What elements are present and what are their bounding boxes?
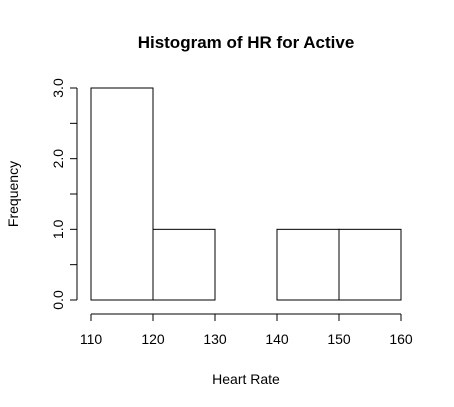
x-tick-label: 120 (141, 331, 165, 347)
y-tick-label: 1.0 (50, 219, 66, 239)
x-axis: 110 120 130 140 150 160 (80, 314, 413, 347)
x-tick-label: 110 (80, 331, 103, 347)
y-axis-label: Frequency (5, 161, 21, 227)
x-tick-label: 140 (265, 331, 289, 347)
bars-group (91, 88, 401, 300)
chart-title: Histogram of HR for Active (138, 33, 355, 52)
x-tick-label: 150 (327, 331, 351, 347)
y-tick-label: 2.0 (50, 149, 66, 169)
histogram-bar-0 (91, 88, 153, 300)
y-tick-label: 0.0 (50, 290, 66, 310)
x-tick-label: 130 (203, 331, 227, 347)
y-tick-label: 3.0 (50, 78, 66, 98)
histogram-bar-1 (153, 229, 215, 300)
histogram-bar-4 (339, 229, 401, 300)
x-axis-label: Heart Rate (212, 371, 280, 387)
y-axis: 0.0 1.0 2.0 3.0 (50, 78, 77, 310)
histogram-bar-3 (277, 229, 339, 300)
x-tick-label: 160 (389, 331, 413, 347)
